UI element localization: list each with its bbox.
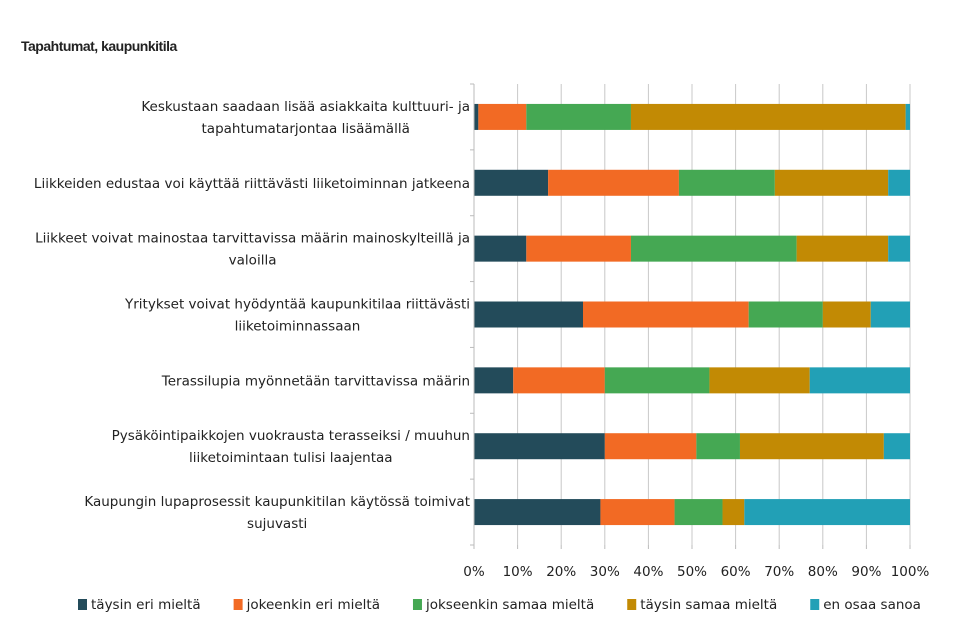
bar-segment [888,235,910,262]
bar-segment [905,103,910,130]
category-label: Pysäköintipaikkojen vuokrausta terasseik… [112,428,470,466]
legend-label: jokseenkin samaa mieltä [425,597,594,613]
category-label-line: Terassilupia myönnetään tarvittavissa mä… [161,373,470,389]
bar-segment [822,301,871,328]
legend-label: täysin eri mieltä [91,597,201,613]
legend-swatch [233,599,243,610]
x-tick-label: 70% [764,564,794,580]
bar-segment [709,367,810,394]
category-label-line: Keskustaan saadaan lisää asiakkaita kult… [141,99,470,115]
category-label: Kaupungin lupaprosessit kaupunkitilan kä… [84,494,470,532]
x-tick-label: 10% [503,564,533,580]
bar-segment [796,235,889,262]
category-label-line: tapahtumatarjontaa lisäämällä [202,121,410,137]
x-tick-label: 0% [463,564,485,580]
bar-segment [478,103,527,130]
x-tick-label: 90% [851,564,881,580]
bar-segment [548,169,679,196]
bars [474,103,910,526]
bar-segment [744,499,910,526]
bar-segment [870,301,910,328]
bar-segment [583,301,749,328]
x-tick-label: 80% [808,564,838,580]
bar-segment [600,499,675,526]
category-label-line: liiketoimintaan tulisi laajentaa [189,450,393,466]
category-label: Yritykset voivat hyödyntää kaupunkitilaa… [124,297,470,335]
bar-segment [474,367,514,394]
category-label: Liikkeiden edustaa voi käyttää riittäväs… [34,176,470,192]
bar-segment [774,169,889,196]
legend-label: täysin samaa mieltä [640,597,777,613]
legend-item: täysin samaa mieltä [627,597,777,613]
chart-title: Tapahtumat, kaupunkitila [21,38,177,54]
axes [470,83,911,549]
legend-swatch [78,599,87,610]
category-label: Keskustaan saadaan lisää asiakkaita kult… [141,99,470,137]
bar-segment [604,433,697,460]
category-label-line: Kaupungin lupaprosessit kaupunkitilan kä… [84,494,470,510]
bar-segment [883,433,910,460]
legend-label: jokeenkin eri mieltä [246,597,380,613]
bar-segment [696,433,740,460]
bar-segment [474,499,601,526]
x-tick-label: 60% [721,564,751,580]
bar-segment [474,433,605,460]
bar-segment [630,103,906,130]
x-tick-label: 100% [891,564,930,580]
bar-segment [674,499,723,526]
bar-segment [630,235,797,262]
x-tick-label: 30% [590,564,620,580]
x-tick-label: 50% [677,564,707,580]
category-label-line: liiketoiminnassaan [235,319,361,335]
category-label-line: Liikkeet voivat mainostaa tarvittavissa … [35,231,470,247]
legend-item: en osaa sanoa [810,597,921,613]
bar-segment [474,301,583,328]
bar-segment [722,499,745,526]
category-label: Terassilupia myönnetään tarvittavissa mä… [161,373,470,389]
legend-label: en osaa sanoa [823,597,921,613]
category-label-line: Pysäköintipaikkojen vuokrausta terasseik… [112,428,470,444]
bar-segment [513,367,605,394]
legend-swatch [412,599,422,610]
bar-segment [739,433,884,460]
x-tick-label: 40% [633,564,663,580]
x-tick-labels: 0% 10% 20% 30% 40% 50% 60% 70% 80% 90% 100% [463,564,929,580]
x-tick-label: 20% [546,564,576,580]
legend-swatch [810,599,820,610]
legend-item: jokeenkin eri mieltä [233,597,380,613]
category-labels: Keskustaan saadaan lisää asiakkaita kult… [34,99,470,532]
legend-item: jokseenkin samaa mieltä [412,597,594,613]
category-label: Liikkeet voivat mainostaa tarvittavissa … [35,231,470,269]
category-label-line: sujuvasti [247,516,307,532]
bar-segment [888,169,910,196]
legend-item: täysin eri mieltä [78,597,201,613]
bar-segment [474,169,549,196]
category-label-line: Liikkeiden edustaa voi käyttää riittäväs… [34,176,470,192]
legend: täysin eri mieltä jokeenkin eri mieltä jok… [78,597,921,613]
bar-segment [474,235,527,262]
bar-segment [809,367,910,394]
bar-segment [474,103,479,130]
bar-segment [678,169,775,196]
legend-swatch [627,599,637,610]
bar-segment [604,367,710,394]
category-label-line: Yritykset voivat hyödyntää kaupunkitilaa… [124,297,470,313]
bar-segment [748,301,823,328]
bar-segment [526,103,631,130]
bar-segment [526,235,631,262]
category-label-line: valoilla [229,253,277,269]
